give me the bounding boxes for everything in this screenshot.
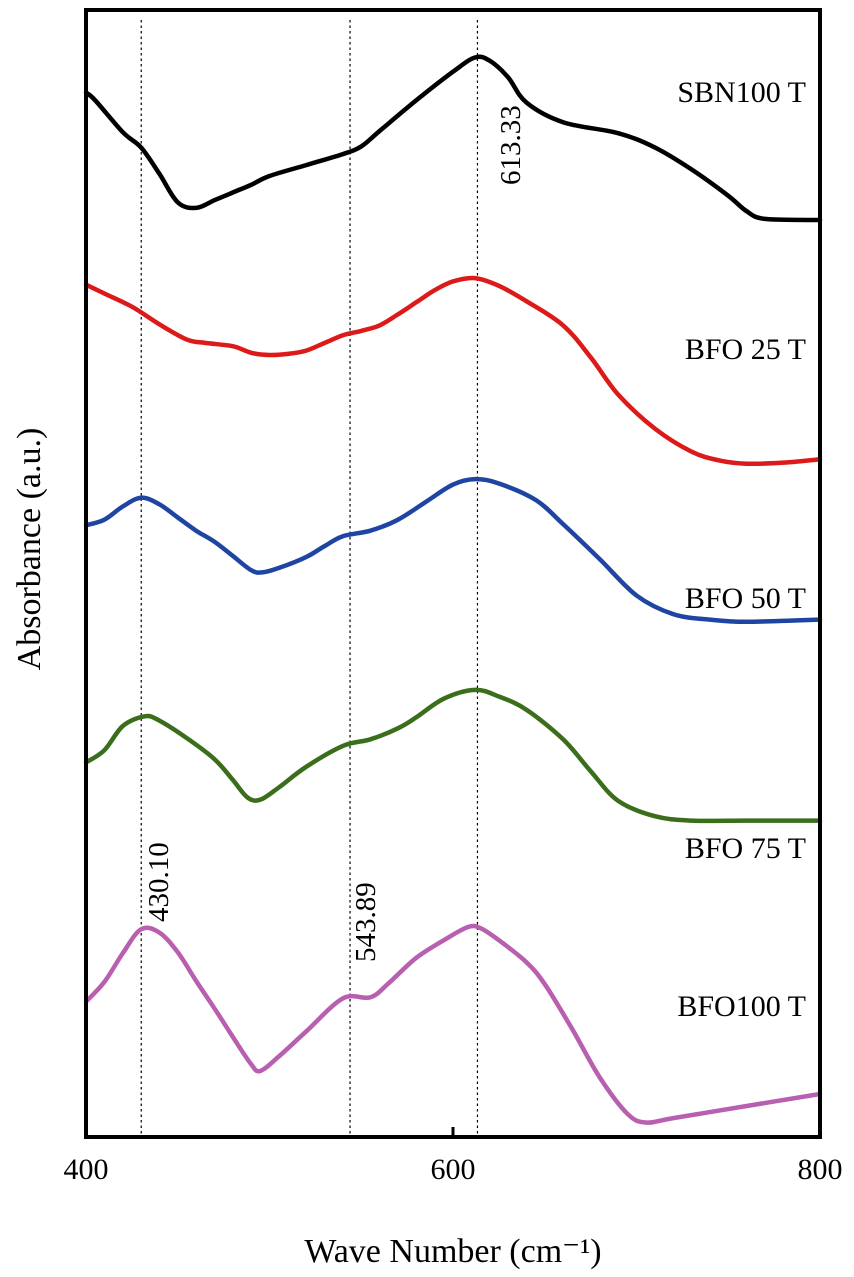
peak-label-1: 543.89 <box>350 882 382 962</box>
series-labels: SBN100 T BFO 25 T BFO 50 T BFO 75 T BFO100 T <box>677 76 806 1023</box>
x-axis-ticks: 400 600 800 <box>64 1127 843 1186</box>
series-label-0: SBN100 T <box>677 76 806 109</box>
series-line-2 <box>83 476 823 625</box>
peak-annotations: 430.10 543.89 613.33 <box>143 105 527 962</box>
series-line-3 <box>83 687 823 824</box>
x-tick-label-2: 800 <box>798 1153 843 1186</box>
series-line-0 <box>83 54 823 223</box>
series-line-1 <box>83 275 823 467</box>
series-label-2: BFO 50 T <box>685 582 806 615</box>
plot-frame <box>84 8 822 1139</box>
reference-lines <box>140 20 479 1137</box>
x-tick-label-0: 400 <box>64 1153 109 1186</box>
series-line-4 <box>83 923 823 1125</box>
y-axis-title: Absorbance (a.u.) <box>11 428 48 671</box>
series-label-4: BFO100 T <box>677 990 806 1023</box>
series-label-3: BFO 75 T <box>685 832 806 865</box>
peak-label-0: 430.10 <box>143 842 175 922</box>
series-curves <box>83 54 823 1125</box>
peak-label-2: 613.33 <box>495 105 527 185</box>
x-axis-title: Wave Number (cm⁻¹) <box>304 1233 601 1270</box>
x-tick-label-1: 600 <box>431 1153 476 1186</box>
series-label-1: BFO 25 T <box>685 333 806 366</box>
